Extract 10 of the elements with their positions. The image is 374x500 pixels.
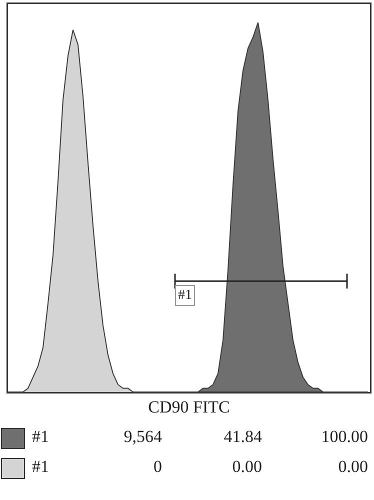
text: 0.00 bbox=[232, 457, 262, 477]
text: 9,564 bbox=[124, 427, 162, 447]
annotation: #1 bbox=[178, 288, 192, 303]
legend-label: #1 bbox=[32, 427, 49, 447]
text: 100.00 bbox=[321, 427, 368, 447]
x-axis-title: CD90 FITC bbox=[148, 398, 230, 417]
text: 0 bbox=[154, 457, 162, 477]
text: 0.00 bbox=[338, 457, 368, 477]
text: 41.84 bbox=[224, 427, 262, 447]
legend-label: #1 bbox=[32, 457, 49, 477]
